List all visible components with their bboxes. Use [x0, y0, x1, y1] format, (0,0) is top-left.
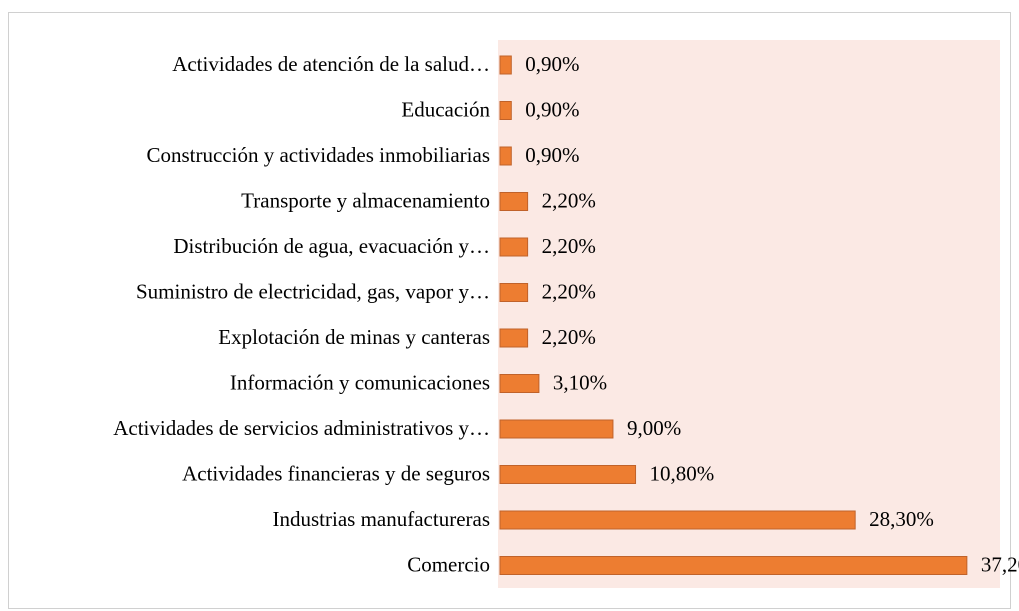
bar [499, 510, 856, 530]
data-label: 2,20% [542, 279, 596, 303]
category-label: Comercio [407, 552, 490, 576]
category-label: Actividades de atención de la salud… [172, 52, 490, 76]
bar [499, 283, 529, 302]
data-label: 2,20% [542, 325, 596, 349]
data-label: 0,90% [525, 97, 579, 121]
category-label: Actividades de servicios administrativos… [113, 416, 490, 440]
data-label: 37,20% [981, 552, 1019, 576]
bar [499, 374, 540, 393]
category-label: Actividades financieras y de seguros [182, 461, 490, 485]
bar [499, 556, 968, 575]
category-label: Explotación de minas y canteras [218, 325, 490, 349]
bar [499, 101, 512, 120]
category-label: Educación [401, 97, 490, 121]
bar [499, 146, 512, 166]
bar [499, 465, 637, 484]
category-label: Industrias manufactureras [273, 507, 491, 531]
category-label: Construcción y actividades inmobiliarias [146, 143, 490, 167]
data-label: 10,80% [650, 461, 715, 485]
bar [499, 237, 529, 257]
category-label: Información y comunicaciones [230, 370, 490, 394]
bar [499, 328, 529, 348]
category-label: Distribución de agua, evacuación y… [173, 234, 490, 258]
data-label: 9,00% [627, 416, 681, 440]
bar [499, 419, 614, 439]
data-label: 0,90% [525, 143, 579, 167]
data-label: 28,30% [869, 507, 934, 531]
data-label: 2,20% [542, 188, 596, 212]
data-label: 3,10% [553, 370, 607, 394]
data-label: 2,20% [542, 234, 596, 258]
bar [499, 55, 512, 75]
bar [499, 192, 529, 211]
category-label: Suministro de electricidad, gas, vapor y… [136, 279, 490, 303]
category-label: Transporte y almacenamiento [241, 188, 490, 212]
plot-area [498, 40, 1000, 588]
data-label: 0,90% [525, 52, 579, 76]
